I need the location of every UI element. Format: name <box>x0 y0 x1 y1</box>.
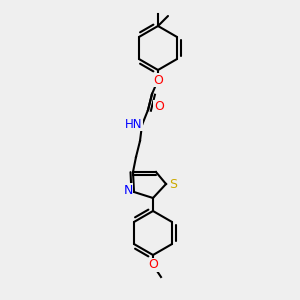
Text: N: N <box>123 184 133 196</box>
Text: O: O <box>154 100 164 113</box>
Text: O: O <box>153 74 163 86</box>
Text: S: S <box>169 178 177 190</box>
Text: HN: HN <box>125 118 143 130</box>
Text: O: O <box>148 259 158 272</box>
